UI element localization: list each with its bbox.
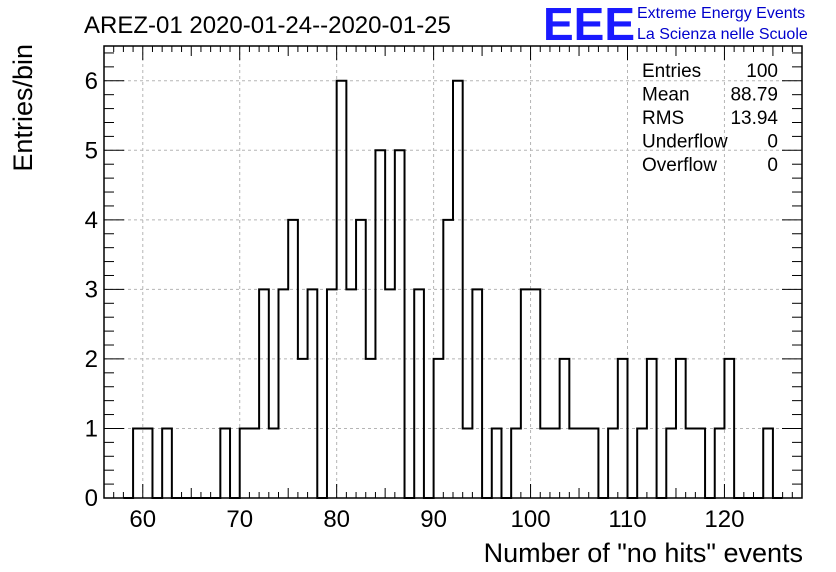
stats-value: 0 — [767, 132, 778, 153]
histogram-bin — [288, 220, 298, 498]
stats-label: Entries — [642, 61, 701, 82]
tick-layer — [103, 46, 803, 499]
stats-label: Underflow — [642, 132, 728, 153]
histogram-bin — [521, 289, 531, 498]
y-tick-label: 5 — [85, 137, 98, 164]
eee-logo-line1: Extreme Energy Events — [637, 5, 805, 22]
tick-labels: 60 70 80 90 100 110 120 0 1 2 3 4 5 6 — [85, 68, 745, 533]
x-tick-label: 70 — [226, 506, 253, 533]
histogram-bin — [143, 428, 153, 498]
histogram-bin — [346, 289, 356, 498]
histogram-bin — [269, 428, 279, 498]
histogram-bin — [695, 428, 705, 498]
histogram-bin — [724, 359, 734, 498]
x-tick-label: 90 — [420, 506, 447, 533]
histogram-bin — [162, 428, 172, 498]
histogram-bin — [560, 359, 570, 498]
y-tick-label: 1 — [85, 415, 98, 442]
y-tick-label: 3 — [85, 276, 98, 303]
y-tick-label: 4 — [85, 207, 98, 234]
x-tick-label: 100 — [511, 506, 551, 533]
x-tick-label: 120 — [704, 506, 744, 533]
histogram-bin — [259, 289, 269, 498]
histogram-layer — [123, 79, 783, 499]
histogram-bin — [443, 220, 453, 498]
histogram-bin — [395, 150, 405, 498]
stats-value: 100 — [746, 61, 778, 82]
histogram-bin — [249, 428, 259, 498]
histogram-bin — [618, 359, 628, 498]
x-tick-label: 110 — [608, 506, 646, 533]
y-axis-title: Entries/bin — [8, 44, 38, 172]
histogram-bin — [133, 428, 143, 498]
histogram-bin — [463, 428, 473, 498]
stats-value: 0 — [767, 155, 778, 176]
histogram-bin — [540, 428, 550, 498]
y-tick-label: 2 — [85, 346, 98, 373]
histogram-bin — [240, 428, 250, 498]
eee-logo: EEE Extreme Energy Events La Scienza nel… — [543, 0, 808, 50]
histogram-bin — [579, 428, 589, 498]
x-tick-label: 60 — [129, 506, 156, 533]
histogram-bin — [715, 428, 725, 498]
histogram-bin — [298, 359, 308, 498]
histogram-bin — [686, 428, 696, 498]
histogram-bin — [472, 289, 482, 498]
y-tick-label: 0 — [85, 485, 98, 512]
histogram-bin — [356, 220, 366, 498]
histogram-bin — [453, 81, 463, 498]
stats-label: RMS — [642, 108, 684, 129]
stats-label: Mean — [642, 85, 690, 106]
histogram-bin — [385, 289, 395, 498]
histogram-bin — [279, 289, 289, 498]
histogram-bin — [366, 359, 376, 498]
histogram-bin — [414, 289, 424, 498]
x-axis-title: Number of "no hits" events — [484, 538, 803, 568]
stats-value: 88.79 — [730, 85, 778, 106]
histogram-bin — [434, 359, 444, 498]
histogram-bin — [492, 428, 502, 498]
eee-logo-mark: EEE — [543, 0, 635, 50]
histogram-bin — [647, 359, 657, 498]
histogram-bin — [763, 428, 773, 498]
histogram-bin — [375, 150, 385, 498]
histogram-bin — [511, 428, 521, 498]
eee-logo-line2: La Scienza nelle Scuole — [637, 26, 808, 43]
histogram-bin — [637, 428, 647, 498]
histogram-bin — [608, 428, 618, 498]
histogram-bin — [308, 289, 318, 498]
x-tick-label: 80 — [323, 506, 350, 533]
histogram-outline — [123, 79, 783, 499]
histogram-bin — [550, 428, 560, 498]
histogram-bin — [569, 428, 579, 498]
histogram-bin — [531, 289, 541, 498]
histogram-bin — [589, 428, 599, 498]
y-tick-label: 6 — [85, 68, 98, 95]
stats-value: 13.94 — [730, 108, 778, 129]
histogram-bin — [220, 428, 230, 498]
histogram-bin — [327, 289, 337, 498]
histogram-bin — [337, 81, 347, 498]
histogram-bin — [666, 428, 676, 498]
histogram-bin — [676, 359, 686, 498]
chart-title: AREZ-01 2020-01-24--2020-01-25 — [84, 12, 451, 39]
stats-label: Overflow — [642, 155, 717, 176]
